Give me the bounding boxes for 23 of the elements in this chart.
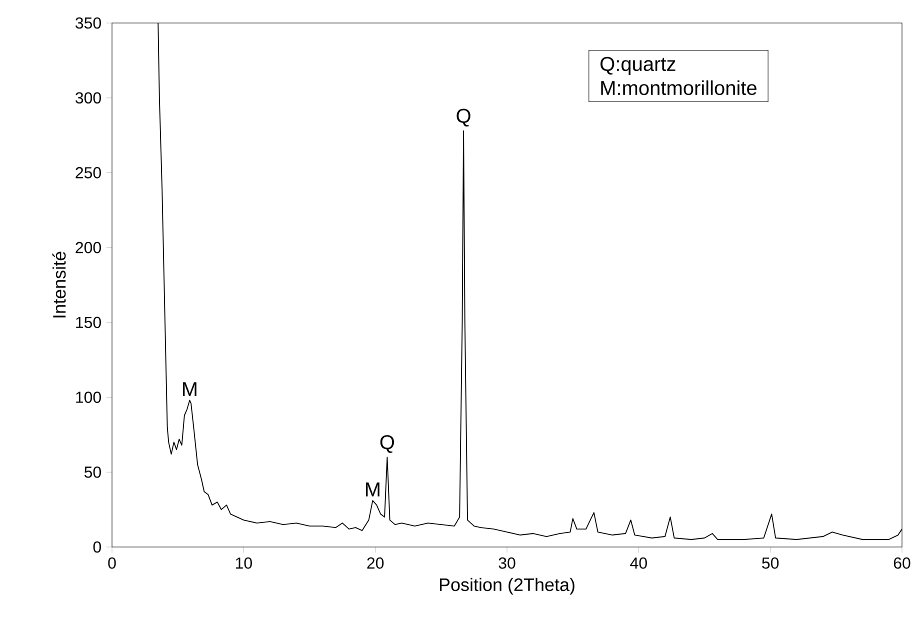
x-axis-title: Position (2Theta) xyxy=(440,578,574,595)
y-tick-label: 250 xyxy=(76,167,101,178)
x-tick-label: 0 xyxy=(108,557,116,569)
y-axis-title: Intensité xyxy=(52,252,66,318)
annotation: Q:quartz xyxy=(600,56,676,75)
x-tick-label: 20 xyxy=(367,557,384,569)
x-tick-label: 60 xyxy=(894,557,910,569)
x-tick-label: 10 xyxy=(236,557,252,569)
y-tick-label: 300 xyxy=(76,92,101,104)
x-tick-label: 40 xyxy=(630,557,647,569)
annotation: M:montmorillonite xyxy=(601,80,756,96)
x-tick-label: 30 xyxy=(498,557,516,569)
annotation: Q xyxy=(380,435,394,453)
y-tick-label: 150 xyxy=(76,316,101,328)
y-tick-label: 100 xyxy=(76,392,101,403)
annotation: M xyxy=(366,482,380,496)
y-tick-label: 50 xyxy=(84,466,101,478)
annotation: M xyxy=(182,382,196,396)
y-tick-label: 200 xyxy=(76,242,101,254)
x-tick-label: 50 xyxy=(762,557,779,569)
annotation: Q xyxy=(456,108,470,127)
y-tick-label: 350 xyxy=(76,17,101,29)
y-tick-label: 0 xyxy=(93,541,101,553)
